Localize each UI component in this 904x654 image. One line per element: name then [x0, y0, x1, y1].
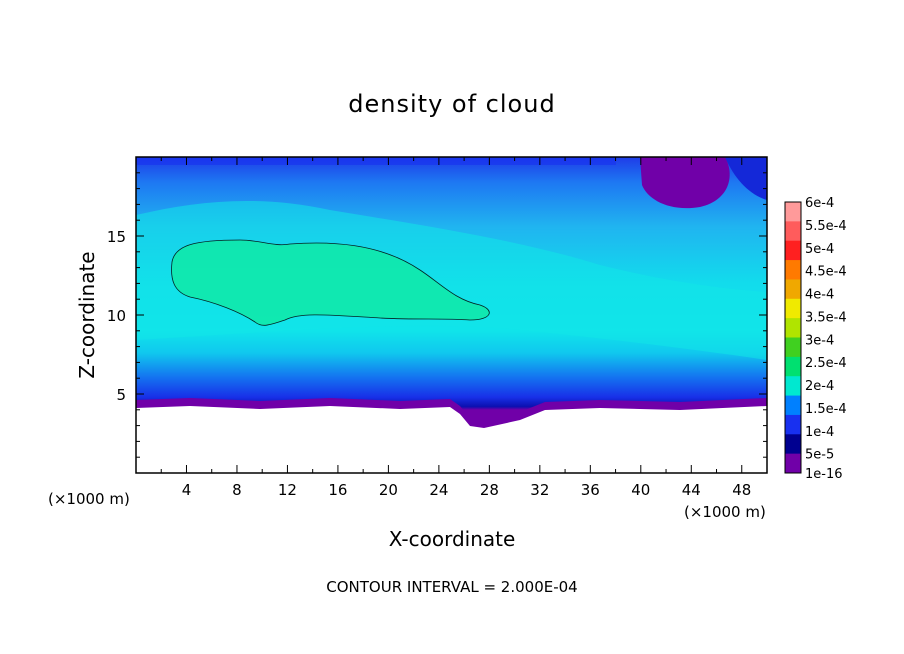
x-ticks: 4 8 12 16 20 24 28 32 36 40 44 48 [160, 157, 751, 499]
colorbar-swatch [785, 260, 801, 280]
colorbar-label: 4e-4 [805, 288, 834, 303]
colorbar-swatch [785, 414, 801, 435]
x-tick-label: 24 [429, 481, 448, 499]
x-tick-label: 28 [480, 481, 499, 499]
colorbar-label: 1e-16 [805, 467, 843, 482]
x-axis-label: X-coordinate [389, 527, 516, 551]
y-axis-label: Z-coordinate [75, 251, 99, 378]
colorbar-swatch [785, 434, 801, 455]
colorbar-swatch [785, 337, 801, 358]
colorbar-frame [784, 201, 802, 474]
x-tick-label: 12 [278, 481, 297, 499]
x-unit-right: (×1000 m) [684, 503, 766, 521]
heatmap-field [136, 157, 767, 473]
x-tick-label: 16 [328, 481, 347, 499]
colorbar-swatch [785, 202, 801, 222]
x-tick-label: 44 [682, 481, 701, 499]
colorbar-swatch [785, 453, 801, 474]
colorbar-label: 1.5e-4 [805, 402, 847, 417]
x-unit-left: (×1000 m) [48, 490, 130, 508]
colorbar-swatch [785, 298, 801, 319]
colorbar-swatch [785, 221, 801, 242]
colorbar-label: 3.5e-4 [805, 310, 847, 325]
colorbar-swatch [785, 376, 801, 397]
colorbar-swatch [785, 395, 801, 416]
y-tick-label: 10 [107, 307, 126, 325]
colorbar-label: 5e-5 [805, 448, 834, 463]
colorbar-label: 1e-4 [805, 425, 834, 440]
colorbar-label: 5e-4 [805, 242, 834, 257]
colorbar-label: 2.5e-4 [805, 356, 847, 371]
colorbar-label: 4.5e-4 [805, 265, 847, 280]
colorbar-label: 3e-4 [805, 333, 834, 348]
colorbar-label: 2e-4 [805, 379, 834, 394]
colorbar-label: 6e-4 [805, 196, 834, 211]
colorbar: 6e-4 5.5e-4 5e-4 4.5e-4 4e-4 3.5e-4 3e-4 2.5e-4… [784, 196, 847, 482]
colorbar-swatch [785, 279, 801, 300]
x-tick-label: 20 [379, 481, 398, 499]
x-tick-label: 36 [581, 481, 600, 499]
x-tick-label: 4 [182, 481, 192, 499]
contour-interval-note: CONTOUR INTERVAL = 2.000E-04 [326, 578, 577, 596]
y-ticks: 5 10 15 [107, 172, 767, 458]
colorbar-swatch [785, 240, 801, 261]
colorbar-swatch [785, 318, 801, 338]
y-tick-label: 5 [116, 386, 126, 404]
y-tick-label: 15 [107, 228, 126, 246]
x-tick-label: 40 [631, 481, 650, 499]
x-tick-label: 8 [232, 481, 242, 499]
chart-title: density of cloud [348, 90, 555, 118]
colorbar-label: 5.5e-4 [805, 219, 847, 234]
x-tick-label: 48 [732, 481, 751, 499]
colorbar-swatch [785, 356, 801, 377]
x-tick-label: 32 [530, 481, 549, 499]
